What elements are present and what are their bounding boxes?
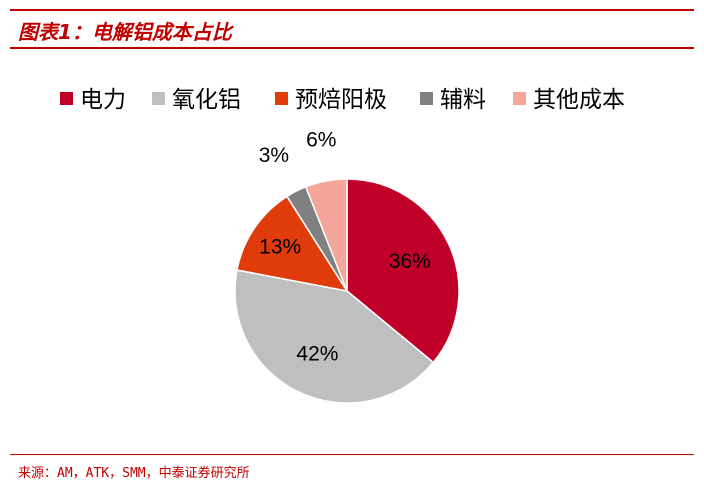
data-label: 42% xyxy=(296,342,338,365)
legend-entry: 电力 xyxy=(60,87,126,113)
source-note: 来源：AM，ATK，SMM，中泰证券研究所 xyxy=(18,466,250,481)
footer-rule xyxy=(10,454,694,455)
legend-entry: 辅料 xyxy=(420,87,486,113)
figure-title: 图表1：电解铝成本占比 xyxy=(18,20,232,44)
pie-data-labels: 36% 42% 13% 3% 6% xyxy=(259,128,431,365)
legend-swatch xyxy=(152,92,165,105)
legend-entry: 预焙阳极 xyxy=(275,87,387,113)
slice-alumina xyxy=(234,269,435,404)
slice-prebaked-anode xyxy=(236,195,349,293)
legend-label: 辅料 xyxy=(440,87,486,113)
slice-other-cost xyxy=(304,178,348,292)
legend-label: 电力 xyxy=(80,87,126,113)
figure-header: 图表1：电解铝成本占比 xyxy=(0,0,704,50)
data-label: 36% xyxy=(389,250,431,273)
pie-chart: 电力 氧化铝 预焙阳极 辅料 其他成本 36% 42% 13% 3% 6% xyxy=(60,87,625,404)
chart-legend: 电力 氧化铝 预焙阳极 辅料 其他成本 xyxy=(60,87,625,113)
header-top-rule xyxy=(10,9,694,11)
data-label: 6% xyxy=(306,128,336,151)
legend-label: 氧化铝 xyxy=(172,87,241,113)
pie-slices xyxy=(234,178,460,404)
figure-footer: 来源：AM，ATK，SMM，中泰证券研究所 xyxy=(0,454,704,483)
legend-entry: 氧化铝 xyxy=(152,87,241,113)
data-label: 13% xyxy=(259,235,301,258)
legend-label: 预焙阳极 xyxy=(295,87,387,113)
legend-swatch xyxy=(60,92,73,105)
legend-swatch xyxy=(275,92,288,105)
legend-entry: 其他成本 xyxy=(513,87,625,113)
header-bottom-rule xyxy=(10,47,694,49)
data-label: 3% xyxy=(259,144,289,167)
slice-electricity xyxy=(346,178,460,364)
legend-label: 其他成本 xyxy=(533,87,625,113)
legend-swatch xyxy=(420,92,433,105)
legend-swatch xyxy=(513,92,526,105)
